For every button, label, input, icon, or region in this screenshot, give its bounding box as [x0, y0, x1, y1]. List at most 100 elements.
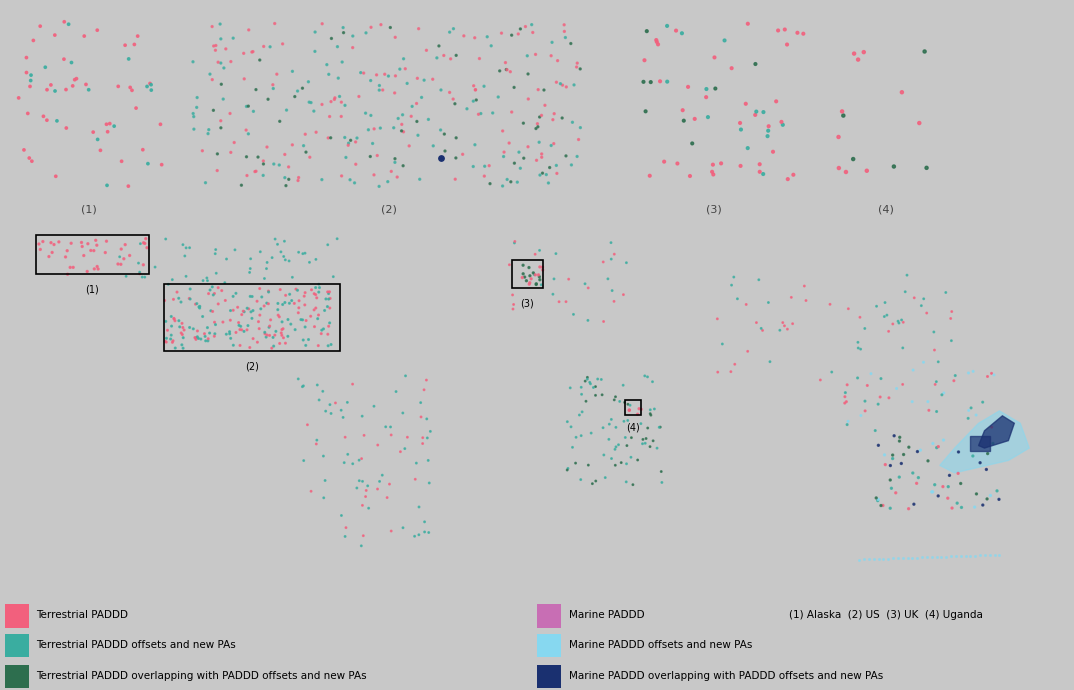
Point	[371, 85, 388, 96]
Point	[904, 552, 921, 563]
Point	[579, 373, 596, 384]
Point	[395, 53, 412, 64]
Point	[237, 125, 255, 136]
Point	[755, 106, 772, 117]
Point	[822, 299, 839, 310]
Point	[571, 122, 589, 133]
Point	[982, 549, 999, 560]
Point	[633, 404, 650, 415]
Point	[323, 33, 340, 44]
Point	[246, 166, 263, 177]
Point	[697, 92, 714, 103]
Point	[386, 88, 403, 99]
Point	[307, 282, 324, 293]
Point	[189, 326, 206, 337]
Point	[904, 364, 921, 375]
Point	[470, 53, 488, 64]
Point	[466, 32, 483, 43]
Point	[527, 278, 545, 289]
Point	[241, 267, 258, 278]
Point	[359, 480, 376, 491]
Point	[263, 343, 280, 354]
Point	[213, 33, 230, 44]
Point	[851, 554, 868, 565]
Point	[760, 121, 778, 132]
Point	[228, 327, 245, 338]
Point	[374, 84, 391, 95]
Point	[182, 293, 199, 304]
Point	[703, 166, 721, 177]
Point	[200, 335, 217, 346]
Point	[943, 335, 960, 346]
Point	[947, 551, 964, 562]
Point	[650, 39, 667, 50]
Point	[232, 321, 249, 332]
Point	[838, 396, 855, 407]
Point	[780, 174, 797, 185]
Point	[870, 440, 887, 451]
Point	[308, 380, 325, 391]
Point	[329, 233, 346, 244]
Point	[894, 379, 911, 390]
Point	[371, 80, 388, 91]
Point	[57, 251, 74, 262]
Point	[208, 165, 226, 176]
Point	[892, 458, 910, 469]
Point	[983, 422, 1000, 433]
Point	[882, 503, 899, 514]
Point	[197, 331, 214, 342]
Point	[310, 286, 328, 297]
Point	[362, 75, 379, 86]
Point	[972, 550, 989, 561]
Point	[314, 18, 331, 29]
Point	[131, 268, 148, 279]
Point	[205, 289, 222, 300]
Bar	[537, 604, 561, 628]
Point	[649, 442, 666, 453]
Point	[737, 98, 754, 109]
Point	[545, 288, 562, 299]
Point	[580, 282, 597, 293]
Point	[850, 54, 867, 65]
Point	[316, 305, 333, 316]
Point	[565, 309, 582, 320]
Point	[139, 81, 156, 92]
Point	[616, 397, 634, 408]
Point	[645, 404, 663, 415]
Point	[943, 551, 960, 562]
Point	[282, 319, 300, 330]
Point	[421, 477, 438, 489]
Point	[607, 444, 624, 455]
Point	[465, 80, 482, 91]
Point	[369, 484, 387, 495]
Point	[23, 70, 40, 81]
Point	[552, 78, 569, 89]
Text: (3): (3)	[521, 298, 534, 308]
Point	[523, 19, 540, 30]
Point	[64, 262, 82, 273]
Point	[918, 162, 935, 173]
Point	[317, 293, 334, 304]
Point	[88, 261, 105, 272]
Point	[315, 451, 332, 462]
Point	[173, 339, 190, 351]
Point	[503, 176, 520, 187]
Point	[315, 492, 332, 503]
Point	[42, 237, 59, 248]
Point	[872, 373, 889, 384]
Point	[915, 357, 932, 368]
Point	[209, 298, 227, 309]
Point	[784, 318, 801, 329]
Point	[322, 96, 339, 107]
Point	[597, 472, 614, 483]
Point	[295, 290, 313, 302]
Point	[653, 466, 670, 477]
Point	[209, 282, 227, 293]
Point	[557, 150, 575, 161]
Point	[525, 267, 542, 278]
Point	[482, 40, 499, 51]
Point	[406, 531, 423, 542]
Point	[387, 153, 404, 164]
Point	[494, 181, 511, 192]
Point	[699, 112, 716, 123]
